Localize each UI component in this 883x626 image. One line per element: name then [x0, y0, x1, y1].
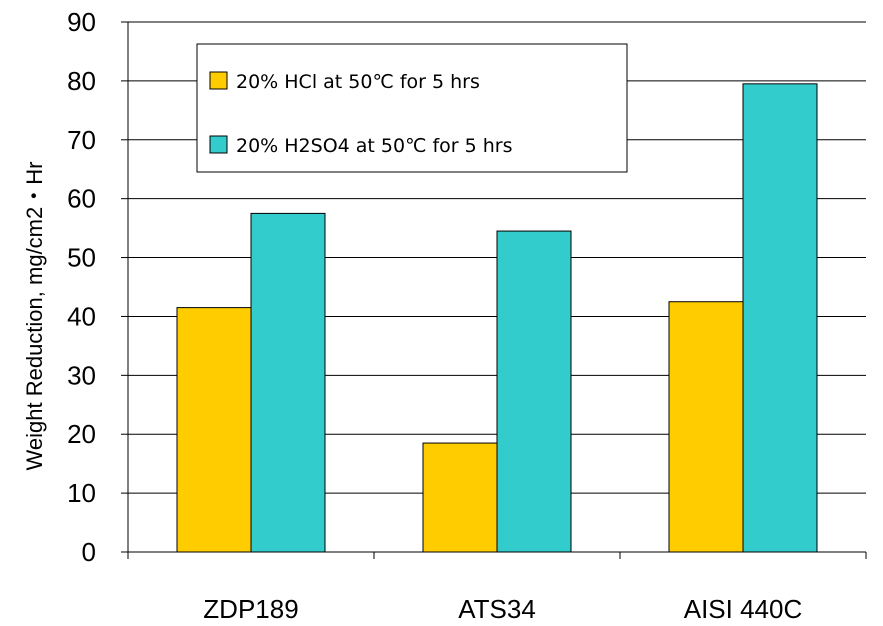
y-tick-label: 40: [67, 301, 96, 331]
bar-0-0: [176, 307, 252, 553]
y-tick-label: 80: [67, 66, 96, 96]
bar-2-0: [668, 301, 744, 553]
bar-2-1: [742, 83, 818, 553]
legend-swatch-hcl: [209, 71, 228, 90]
y-tick-label: 50: [67, 243, 96, 273]
x-category-label: ZDP189: [203, 594, 298, 624]
bar-0-1: [250, 212, 326, 553]
y-tick-label: 70: [67, 125, 96, 155]
bar-1-1: [496, 230, 572, 553]
y-tick-label: 0: [82, 537, 96, 567]
bar-1-0: [422, 442, 498, 553]
legend-swatch-h2so4: [209, 135, 228, 154]
y-axis-label: Weight Reduction, mg/cm2・Hr: [22, 162, 47, 471]
x-tick-labels: ZDP189 ATS34 AISI 440C: [203, 594, 802, 624]
axes: [121, 21, 867, 559]
y-tick-label: 60: [67, 184, 96, 214]
y-tick-labels: 0 10 20 30 40 50 60 70 80 90: [67, 7, 96, 567]
legend-label-h2so4: 20% H2SO4 at 50℃ for 5 hrs: [236, 135, 513, 157]
y-tick-label: 30: [67, 360, 96, 390]
y-tick-label: 90: [67, 7, 96, 37]
legend: 20% HCl at 50℃ for 5 hrs 20% H2SO4 at 50…: [196, 43, 628, 173]
y-tick-label: 10: [67, 478, 96, 508]
x-category-label: ATS34: [458, 594, 536, 624]
legend-label-hcl: 20% HCl at 50℃ for 5 hrs: [236, 71, 480, 93]
bars: [176, 83, 818, 553]
y-tick-label: 20: [67, 419, 96, 449]
x-category-label: AISI 440C: [684, 594, 803, 624]
